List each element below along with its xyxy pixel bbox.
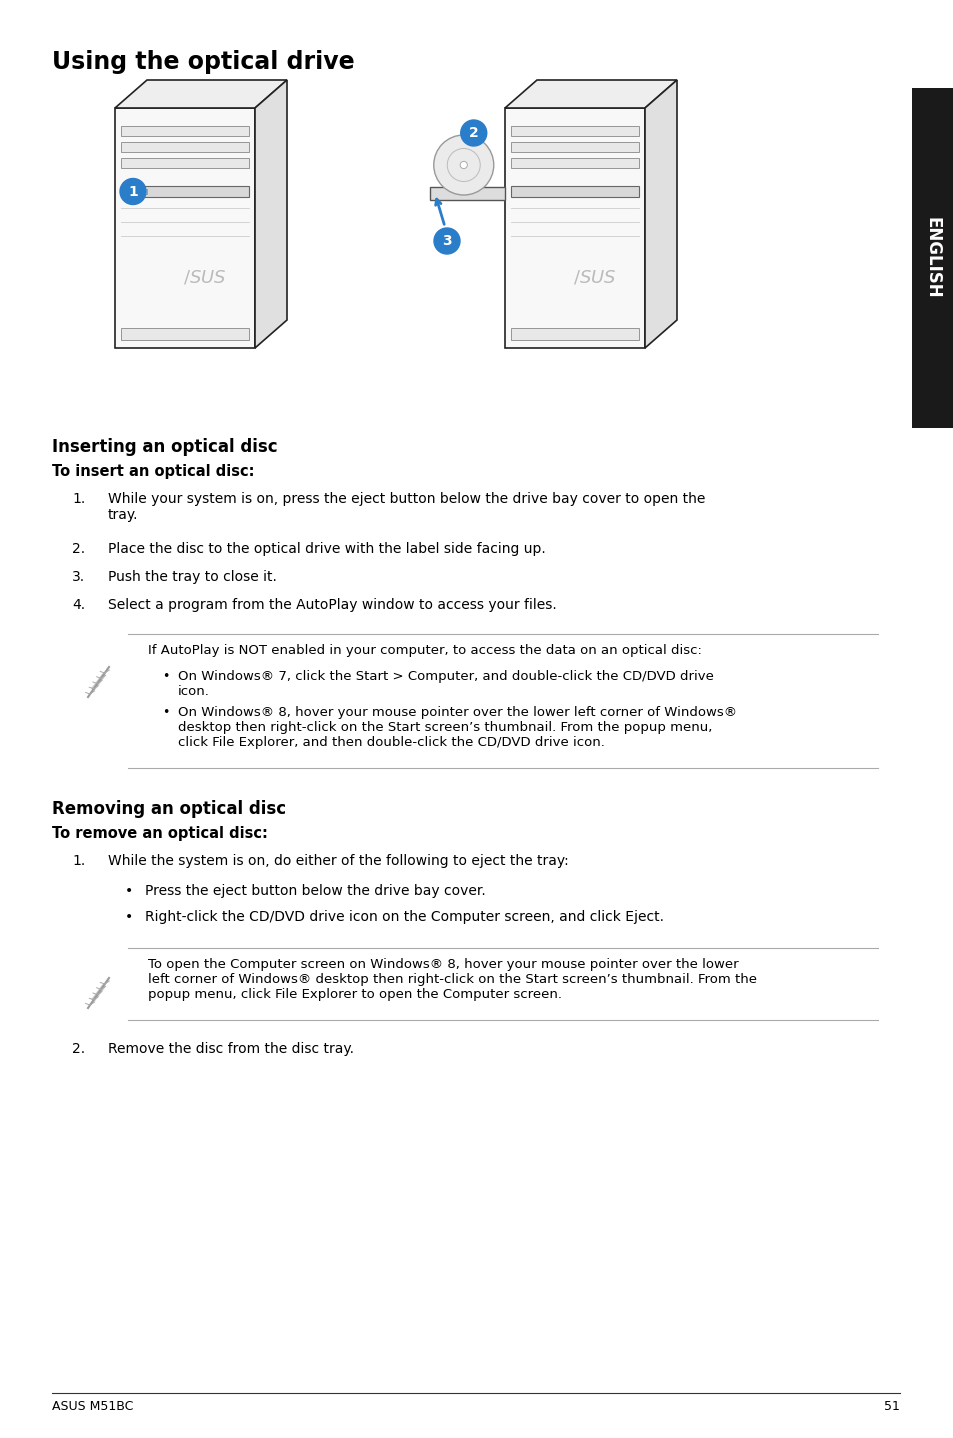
Text: 1: 1 — [128, 184, 138, 198]
Bar — [911, 88, 953, 429]
Polygon shape — [644, 81, 677, 348]
Bar — [121, 328, 249, 339]
Text: $\it{/SUS}$: $\it{/SUS}$ — [183, 267, 227, 286]
Bar — [511, 328, 639, 339]
Text: Right-click the CD/DVD drive icon on the Computer screen, and click Eject.: Right-click the CD/DVD drive icon on the… — [145, 910, 663, 925]
Text: 3: 3 — [442, 234, 452, 247]
Text: 1.: 1. — [71, 854, 85, 869]
Text: Removing an optical disc: Removing an optical disc — [52, 800, 286, 818]
Text: To insert an optical disc:: To insert an optical disc: — [52, 464, 254, 479]
Bar — [141, 188, 147, 194]
Text: While the system is on, do either of the following to eject the tray:: While the system is on, do either of the… — [108, 854, 568, 869]
Text: Push the tray to close it.: Push the tray to close it. — [108, 569, 276, 584]
Text: ASUS M51BC: ASUS M51BC — [52, 1401, 133, 1414]
Text: Using the optical drive: Using the optical drive — [52, 50, 355, 73]
Bar — [511, 142, 639, 152]
Circle shape — [129, 187, 137, 196]
Text: On Windows® 7, click the Start > Computer, and double-click the CD/DVD drive
ico: On Windows® 7, click the Start > Compute… — [178, 670, 713, 697]
Text: To remove an optical disc:: To remove an optical disc: — [52, 825, 268, 841]
Text: 3.: 3. — [71, 569, 85, 584]
Text: •: • — [125, 910, 133, 925]
Bar — [511, 158, 639, 168]
Text: 4.: 4. — [71, 598, 85, 613]
Circle shape — [459, 161, 467, 168]
Bar — [121, 127, 249, 137]
Circle shape — [460, 119, 486, 147]
Circle shape — [434, 229, 459, 255]
Text: •: • — [162, 670, 170, 683]
Text: •: • — [162, 706, 170, 719]
Text: To open the Computer screen on Windows® 8, hover your mouse pointer over the low: To open the Computer screen on Windows® … — [148, 958, 757, 1001]
Text: Press the eject button below the drive bay cover.: Press the eject button below the drive b… — [145, 884, 485, 897]
Text: If AutoPlay is NOT enabled in your computer, to access the data on an optical di: If AutoPlay is NOT enabled in your compu… — [148, 644, 701, 657]
Text: ENGLISH: ENGLISH — [923, 217, 941, 299]
Text: On Windows® 8, hover your mouse pointer over the lower left corner of Windows®
d: On Windows® 8, hover your mouse pointer … — [178, 706, 737, 749]
Bar — [511, 186, 639, 197]
Text: 51: 51 — [883, 1401, 899, 1414]
Polygon shape — [115, 81, 287, 108]
Text: Select a program from the AutoPlay window to access your files.: Select a program from the AutoPlay windo… — [108, 598, 557, 613]
Text: •: • — [125, 884, 133, 897]
Circle shape — [447, 148, 479, 181]
Text: Place the disc to the optical drive with the label side facing up.: Place the disc to the optical drive with… — [108, 542, 545, 557]
Text: 2: 2 — [468, 127, 478, 139]
Bar — [504, 108, 644, 348]
Text: 2.: 2. — [71, 542, 85, 557]
Text: Remove the disc from the disc tray.: Remove the disc from the disc tray. — [108, 1043, 354, 1055]
Polygon shape — [504, 81, 677, 108]
Bar — [121, 158, 249, 168]
Text: 2.: 2. — [71, 1043, 85, 1055]
Text: Inserting an optical disc: Inserting an optical disc — [52, 439, 277, 456]
Circle shape — [434, 135, 494, 196]
Bar — [121, 186, 249, 197]
Bar — [115, 108, 254, 348]
Bar — [511, 127, 639, 137]
Polygon shape — [254, 81, 287, 348]
Bar — [121, 142, 249, 152]
Bar — [430, 187, 504, 200]
Circle shape — [120, 178, 146, 204]
Text: 1.: 1. — [71, 492, 85, 506]
Text: While your system is on, press the eject button below the drive bay cover to ope: While your system is on, press the eject… — [108, 492, 704, 522]
Text: $\it{/SUS}$: $\it{/SUS}$ — [573, 267, 617, 286]
